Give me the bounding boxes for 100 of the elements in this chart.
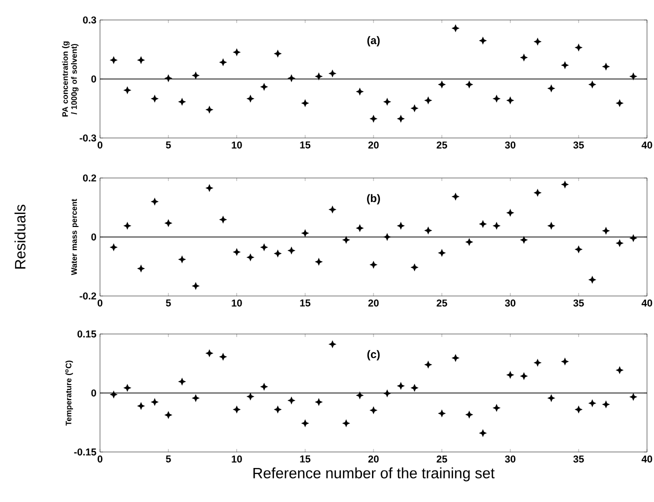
point [534, 38, 542, 46]
text: Residuals [14, 204, 26, 269]
x-tick-label: 20 [368, 142, 379, 149]
point [616, 366, 624, 374]
x-tick-label: 35 [573, 142, 584, 149]
annotation: (a) [367, 36, 380, 46]
point [246, 392, 254, 401]
x-tick-label: 0 [98, 300, 102, 307]
point [178, 378, 186, 386]
y-tick-label: -0.15 [74, 448, 96, 456]
point [328, 206, 336, 214]
point [232, 248, 241, 256]
x-tick-label: 15 [300, 456, 310, 462]
point [137, 402, 146, 410]
point [588, 276, 596, 284]
point [137, 56, 146, 64]
point [274, 406, 282, 414]
x-tick-label: 15 [300, 300, 310, 306]
x-tick-label: 10 [232, 456, 242, 463]
point [205, 349, 214, 358]
x-tick-label: 30 [504, 142, 516, 149]
point [150, 198, 159, 206]
y-tick-label: -0.3 [80, 134, 96, 142]
point [287, 74, 296, 82]
point [492, 404, 501, 412]
point [629, 392, 638, 401]
x-tick-label: 5 [166, 142, 171, 148]
point [465, 238, 474, 246]
y-tick-label: -0.2 [80, 292, 96, 300]
point [260, 82, 268, 91]
point [602, 400, 610, 408]
point [534, 188, 542, 197]
point [424, 360, 432, 369]
point [314, 72, 323, 80]
point [520, 54, 528, 62]
point [424, 96, 432, 104]
point [534, 358, 542, 367]
point [629, 72, 638, 80]
point [342, 236, 350, 244]
point [164, 219, 172, 228]
x-tick-label: 5 [166, 300, 171, 306]
point [370, 406, 378, 414]
point [178, 98, 186, 106]
point [356, 224, 364, 232]
x-tick-label: 25 [436, 142, 448, 149]
x-tick-label: 5 [166, 456, 171, 462]
x-tick-label: 35 [573, 456, 584, 463]
point [164, 74, 172, 82]
x-tick-label: 40 [642, 142, 652, 149]
point [410, 384, 419, 392]
y-tick-label: 0 [91, 233, 96, 241]
point [314, 258, 323, 266]
point [383, 98, 392, 106]
point [410, 263, 419, 272]
point [370, 260, 378, 269]
point [588, 80, 596, 88]
point [465, 80, 474, 88]
point [547, 84, 556, 92]
point [616, 239, 624, 248]
point [232, 48, 241, 56]
point [260, 382, 268, 391]
x-tick-label: 35 [573, 300, 584, 307]
point [342, 419, 350, 428]
point [274, 50, 282, 58]
point [205, 184, 214, 192]
point [478, 220, 487, 228]
annotation: (c) [367, 350, 380, 360]
point [192, 282, 200, 290]
point [438, 409, 446, 418]
point [123, 384, 132, 392]
point [629, 234, 638, 242]
point [452, 192, 460, 201]
point [560, 358, 569, 366]
point [396, 222, 405, 230]
point [396, 114, 405, 123]
point [219, 216, 228, 224]
point [588, 399, 596, 408]
point [328, 340, 336, 348]
point [301, 419, 310, 428]
x-tick-label: 10 [232, 300, 242, 307]
point [178, 255, 186, 264]
point [246, 253, 254, 262]
point [260, 243, 268, 252]
point [301, 229, 310, 238]
x-axis-title: Reference number of the training set [253, 467, 495, 482]
point [452, 24, 460, 32]
point [301, 99, 310, 108]
point [219, 58, 228, 66]
point [410, 104, 419, 112]
point [192, 71, 200, 80]
point [246, 94, 254, 103]
y-tick-label: 0.15 [77, 330, 96, 338]
x-tick-label: 15 [300, 142, 310, 148]
point [438, 248, 446, 257]
y-tick-label: 0 [91, 75, 96, 83]
point [370, 114, 378, 123]
point [110, 243, 118, 252]
x-tick-label: 30 [504, 456, 516, 463]
point [164, 411, 172, 420]
point [520, 236, 528, 244]
